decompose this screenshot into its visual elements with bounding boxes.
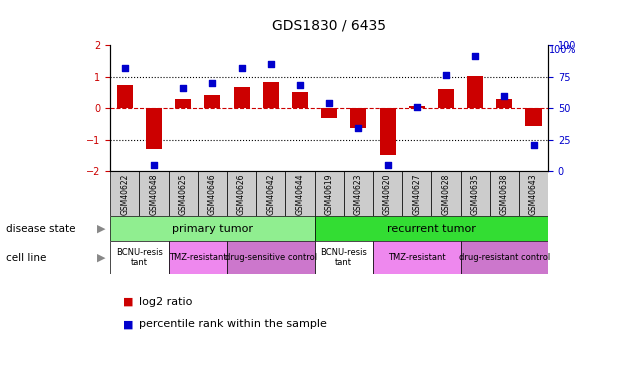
Text: GSM40619: GSM40619 (324, 173, 334, 214)
Bar (314, 171, 344, 216)
Text: GSM40623: GSM40623 (354, 173, 363, 214)
Text: BCNU-resis
tant: BCNU-resis tant (116, 248, 163, 267)
Text: GSM40622: GSM40622 (120, 173, 129, 214)
Bar (146, 108, 162, 148)
Text: log2 ratio: log2 ratio (139, 297, 192, 307)
Point (529, 142, 539, 148)
Bar (227, 241, 314, 274)
Bar (461, 241, 548, 274)
Text: drug-resistant control: drug-resistant control (459, 253, 550, 262)
Bar (373, 171, 402, 216)
Point (441, 72, 451, 78)
Bar (321, 108, 337, 118)
Text: GSM40642: GSM40642 (266, 173, 275, 214)
Point (382, 162, 392, 168)
Bar (169, 171, 198, 216)
Text: BCNU-resis
tant: BCNU-resis tant (320, 248, 367, 267)
Point (120, 65, 130, 71)
Point (237, 65, 247, 71)
Bar (263, 82, 279, 108)
Bar (350, 108, 367, 128)
Bar (292, 92, 308, 108)
Text: TMZ-resistant: TMZ-resistant (388, 253, 445, 262)
Bar (409, 106, 425, 108)
Bar (519, 171, 548, 216)
Bar (461, 171, 490, 216)
Text: GSM40643: GSM40643 (529, 173, 538, 215)
Bar (314, 216, 548, 241)
Bar (198, 171, 227, 216)
Point (266, 61, 276, 67)
Point (149, 162, 159, 168)
Bar (117, 86, 133, 108)
Bar (285, 171, 314, 216)
Bar (379, 108, 396, 155)
Text: GDS1830 / 6435: GDS1830 / 6435 (272, 19, 386, 33)
Point (412, 104, 422, 110)
Text: 100%: 100% (549, 45, 577, 55)
Bar (432, 171, 461, 216)
Bar (204, 95, 220, 108)
Bar (467, 76, 483, 108)
Bar (175, 99, 192, 108)
Bar (110, 216, 314, 241)
Point (207, 80, 217, 86)
Text: disease state: disease state (6, 224, 76, 234)
Point (353, 125, 364, 131)
Bar (314, 241, 373, 274)
Bar (344, 171, 373, 216)
Point (324, 100, 334, 106)
Bar (139, 171, 169, 216)
Point (295, 82, 305, 88)
Text: drug-sensitive control: drug-sensitive control (225, 253, 317, 262)
Text: GSM40644: GSM40644 (295, 173, 304, 215)
Text: GSM40627: GSM40627 (412, 173, 421, 214)
Bar (110, 171, 139, 216)
Text: ▶: ▶ (96, 252, 105, 262)
Bar (525, 108, 542, 126)
Text: primary tumor: primary tumor (172, 224, 253, 234)
Text: GSM40625: GSM40625 (179, 173, 188, 214)
Text: ■: ■ (123, 320, 134, 329)
Text: ▶: ▶ (96, 224, 105, 234)
Text: percentile rank within the sample: percentile rank within the sample (139, 320, 326, 329)
Text: GSM40628: GSM40628 (442, 173, 450, 214)
Bar (490, 171, 519, 216)
Text: GSM40635: GSM40635 (471, 173, 479, 215)
Text: ■: ■ (123, 297, 134, 307)
Bar (438, 88, 454, 108)
Text: TMZ-resistant: TMZ-resistant (169, 253, 227, 262)
Point (470, 53, 480, 59)
Bar (227, 171, 256, 216)
Bar (169, 241, 227, 274)
Bar (234, 87, 249, 108)
Text: GSM40626: GSM40626 (237, 173, 246, 214)
Point (500, 93, 510, 99)
Text: recurrent tumor: recurrent tumor (387, 224, 476, 234)
Text: GSM40638: GSM40638 (500, 173, 509, 214)
Bar (496, 99, 512, 108)
Text: GSM40646: GSM40646 (208, 173, 217, 215)
Point (178, 85, 188, 91)
Bar (256, 171, 285, 216)
Text: GSM40648: GSM40648 (149, 173, 159, 214)
Text: cell line: cell line (6, 252, 47, 262)
Text: GSM40620: GSM40620 (383, 173, 392, 214)
Bar (110, 241, 169, 274)
Bar (402, 171, 432, 216)
Bar (373, 241, 461, 274)
